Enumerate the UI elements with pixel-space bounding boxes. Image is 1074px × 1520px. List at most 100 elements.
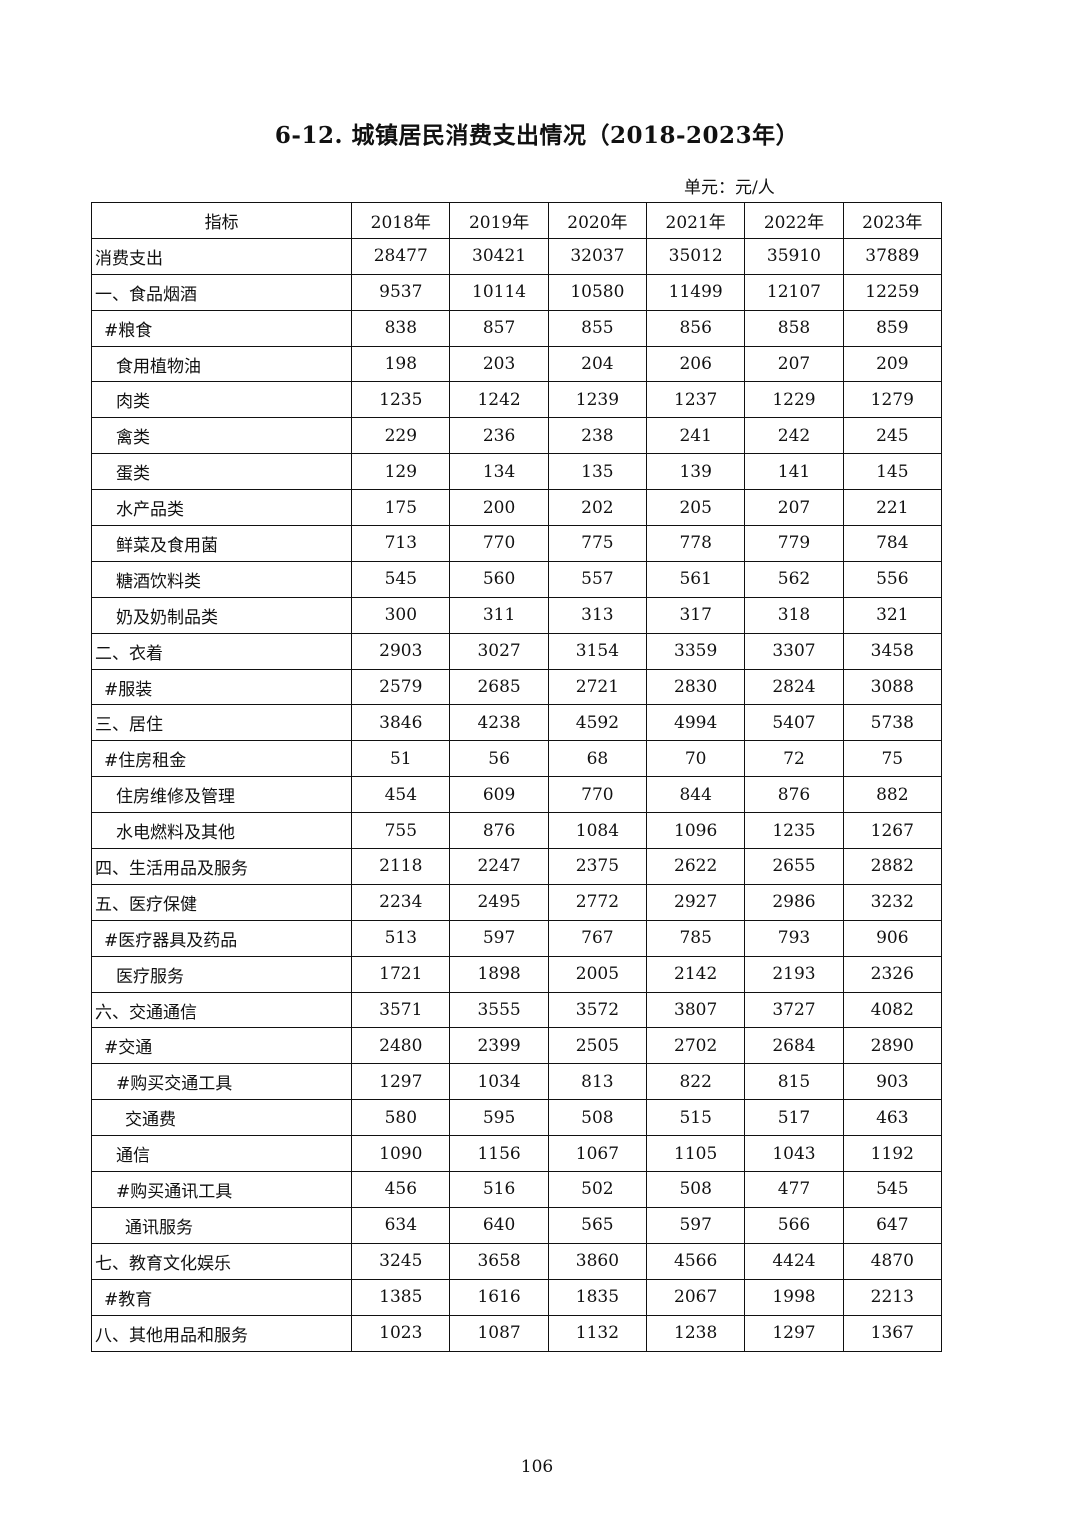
table-row: #教育 1385 1616 1835 2067 1998 2213 <box>90 1278 943 1316</box>
table-cell: 2655 <box>744 848 844 885</box>
table-cell: 28477 <box>351 237 451 275</box>
table-cell: 11499 <box>646 273 746 311</box>
header-year: 2021年 <box>646 202 746 239</box>
table-cell: 1267 <box>842 812 943 850</box>
table-cell: 1721 <box>351 955 451 993</box>
table-cell: 139 <box>646 453 746 491</box>
table-cell: 560 <box>449 560 549 598</box>
row-label: 六、交通通信 <box>90 991 353 1029</box>
table-cell: 822 <box>646 1063 746 1101</box>
header-year: 2022年 <box>744 202 844 239</box>
table-cell: 200 <box>449 489 549 527</box>
table-cell: 1238 <box>646 1314 746 1352</box>
table-cell: 640 <box>449 1206 549 1244</box>
table-row: 消费支出 28477 30421 32037 35012 35910 37889 <box>90 237 943 275</box>
table-cell: 545 <box>351 560 451 598</box>
table-cell: 221 <box>842 489 943 527</box>
table-cell: 1235 <box>744 812 844 850</box>
table-cell: 4424 <box>744 1242 844 1280</box>
table-cell: 70 <box>646 740 746 778</box>
table-cell: 313 <box>547 596 648 634</box>
table-cell: 858 <box>744 309 844 347</box>
table-cell: 508 <box>646 1171 746 1208</box>
table-cell: 815 <box>744 1063 844 1101</box>
table-row: #粮食 838 857 855 856 858 859 <box>90 309 943 347</box>
table-cell: 245 <box>842 417 943 455</box>
row-label: 蛋类 <box>90 453 353 491</box>
table-cell: 1034 <box>449 1063 549 1101</box>
table-row: 奶及奶制品类 300 311 313 317 318 321 <box>90 596 943 634</box>
table-cell: 4870 <box>842 1242 943 1280</box>
table-cell: 2579 <box>351 668 451 706</box>
table-cell: 3571 <box>351 991 451 1029</box>
table-cell: 3846 <box>351 704 451 742</box>
table-cell: 2326 <box>842 955 943 993</box>
table-cell: 516 <box>449 1171 549 1208</box>
header-indicator: 指标 <box>90 202 353 239</box>
table-row: 鲜菜及食用菌 713 770 775 778 779 784 <box>90 525 943 562</box>
table-cell: 1242 <box>449 381 549 419</box>
table-cell: 311 <box>449 596 549 634</box>
row-label: 奶及奶制品类 <box>90 596 353 634</box>
row-label: 水产品类 <box>90 489 353 527</box>
table-cell: 770 <box>547 776 648 814</box>
table-cell: 779 <box>744 525 844 562</box>
table-cell: 1156 <box>449 1135 549 1173</box>
table-cell: 2830 <box>646 668 746 706</box>
row-label: 肉类 <box>90 381 353 419</box>
table-cell: 634 <box>351 1206 451 1244</box>
table-cell: 3727 <box>744 991 844 1029</box>
table-cell: 30421 <box>449 237 549 275</box>
table-cell: 477 <box>744 1171 844 1208</box>
table-cell: 198 <box>351 345 451 383</box>
table-cell: 844 <box>646 776 746 814</box>
page-number: 106 <box>520 1457 554 1477</box>
table-cell: 713 <box>351 525 451 562</box>
table-cell: 2903 <box>351 632 451 670</box>
table-cell: 2067 <box>646 1278 746 1316</box>
table-cell: 609 <box>449 776 549 814</box>
table-cell: 2247 <box>449 848 549 885</box>
table-cell: 134 <box>449 453 549 491</box>
table-cell: 876 <box>744 776 844 814</box>
table-cell: 3658 <box>449 1242 549 1280</box>
table-cell: 2480 <box>351 1027 451 1065</box>
table-cell: 129 <box>351 453 451 491</box>
table-cell: 454 <box>351 776 451 814</box>
row-label: 五、医疗保健 <box>90 883 353 921</box>
table-cell: 318 <box>744 596 844 634</box>
table-row: 四、生活用品及服务 2118 2247 2375 2622 2655 2882 <box>90 848 943 885</box>
row-label: 糖酒饮料类 <box>90 560 353 598</box>
table-cell: 135 <box>547 453 648 491</box>
table-cell: 2685 <box>449 668 549 706</box>
table-header-row: 指标 2018年 2019年 2020年 2021年 2022年 2023年 <box>90 202 943 239</box>
table-row: 通信 1090 1156 1067 1105 1043 1192 <box>90 1135 943 1173</box>
table-row: 水产品类 175 200 202 205 207 221 <box>90 489 943 527</box>
table-cell: 2684 <box>744 1027 844 1065</box>
table-cell: 903 <box>842 1063 943 1101</box>
table-cell: 4566 <box>646 1242 746 1280</box>
table-cell: 1023 <box>351 1314 451 1352</box>
table-cell: 9537 <box>351 273 451 311</box>
table-cell: 784 <box>842 525 943 562</box>
table-cell: 145 <box>842 453 943 491</box>
table-cell: 882 <box>842 776 943 814</box>
table-cell: 1096 <box>646 812 746 850</box>
table-row: #购买通讯工具 456 516 502 508 477 545 <box>90 1171 943 1208</box>
table-cell: 2118 <box>351 848 451 885</box>
table-cell: 4238 <box>449 704 549 742</box>
table-cell: 2005 <box>547 955 648 993</box>
table-cell: 785 <box>646 919 746 957</box>
table-cell: 561 <box>646 560 746 598</box>
table-row: 医疗服务 1721 1898 2005 2142 2193 2326 <box>90 955 943 993</box>
table-cell: 207 <box>744 345 844 383</box>
row-label: 鲜菜及食用菌 <box>90 525 353 562</box>
table-cell: 2882 <box>842 848 943 885</box>
table-cell: 1132 <box>547 1314 648 1352</box>
table-cell: 463 <box>842 1099 943 1137</box>
table-row: 七、教育文化娱乐 3245 3658 3860 4566 4424 4870 <box>90 1242 943 1280</box>
table-cell: 1067 <box>547 1135 648 1173</box>
table-cell: 5407 <box>744 704 844 742</box>
table-cell: 3027 <box>449 632 549 670</box>
table-cell: 1105 <box>646 1135 746 1173</box>
